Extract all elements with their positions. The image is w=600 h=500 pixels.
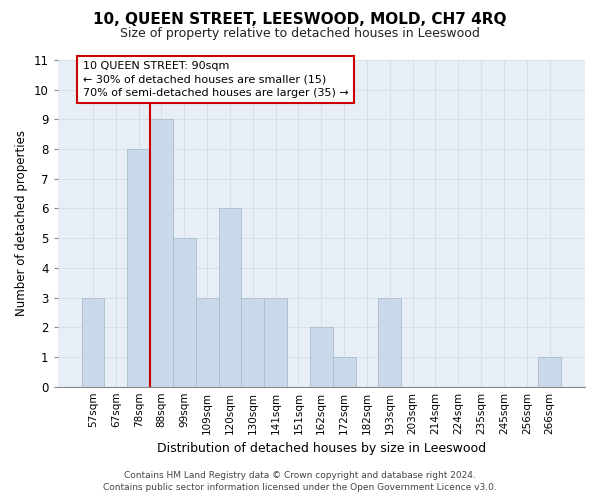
Bar <box>310 328 333 386</box>
Bar <box>379 298 401 386</box>
X-axis label: Distribution of detached houses by size in Leeswood: Distribution of detached houses by size … <box>157 442 486 455</box>
Y-axis label: Number of detached properties: Number of detached properties <box>15 130 28 316</box>
Text: 10 QUEEN STREET: 90sqm
← 30% of detached houses are smaller (15)
70% of semi-det: 10 QUEEN STREET: 90sqm ← 30% of detached… <box>83 62 349 98</box>
Bar <box>264 298 287 386</box>
Bar <box>150 120 173 386</box>
Bar <box>333 357 356 386</box>
Bar <box>241 298 264 386</box>
Text: 10, QUEEN STREET, LEESWOOD, MOLD, CH7 4RQ: 10, QUEEN STREET, LEESWOOD, MOLD, CH7 4R… <box>93 12 507 28</box>
Bar <box>127 149 150 386</box>
Bar <box>538 357 561 386</box>
Text: Contains HM Land Registry data © Crown copyright and database right 2024.
Contai: Contains HM Land Registry data © Crown c… <box>103 471 497 492</box>
Bar <box>196 298 218 386</box>
Text: Size of property relative to detached houses in Leeswood: Size of property relative to detached ho… <box>120 28 480 40</box>
Bar <box>173 238 196 386</box>
Bar <box>218 208 241 386</box>
Bar <box>82 298 104 386</box>
